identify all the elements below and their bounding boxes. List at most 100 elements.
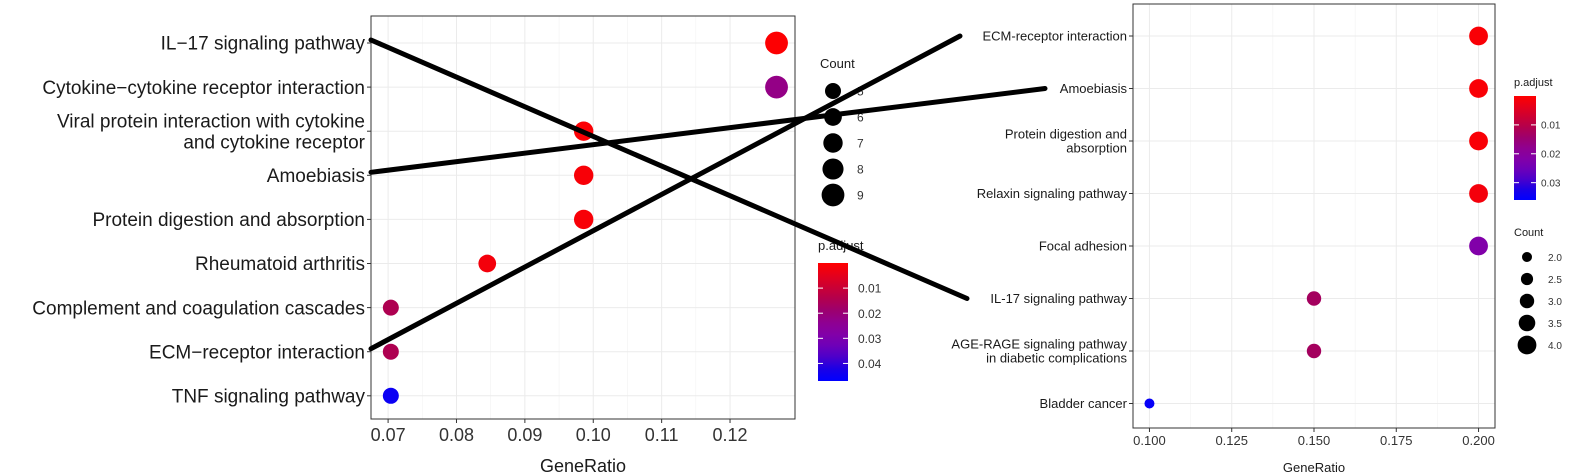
data-point <box>1469 184 1488 203</box>
count-legend-key <box>1518 314 1536 332</box>
y-tick-label-line: ECM-receptor interaction <box>983 29 1128 44</box>
x-tick-label: 0.12 <box>713 425 748 445</box>
y-tick-label-line: in diabetic complications <box>986 351 1127 366</box>
color-legend-bar <box>1514 96 1536 200</box>
count-legend-label: 4.0 <box>1548 341 1562 352</box>
color-legend-label: 0.01 <box>1541 121 1561 132</box>
count-legend-label: 3.5 <box>1548 319 1562 330</box>
y-tick-label: AGE-RAGE signaling pathway in diabetic co… <box>951 336 1127 365</box>
x-tick-label: 0.09 <box>507 425 542 445</box>
data-point <box>1306 343 1322 359</box>
connector-lines <box>368 33 1048 352</box>
x-tick-label: 0.125 <box>1215 433 1248 448</box>
connector-line <box>368 33 963 352</box>
y-tick-label-line: Viral protein interaction with cytokine <box>57 111 365 132</box>
y-tick-label: Viral protein interaction with cytokine a… <box>57 111 366 153</box>
color-legend-title: p.adjust <box>1514 77 1553 89</box>
x-axis-title: GeneRatio <box>540 456 626 476</box>
color-legend-label: 0.02 <box>858 307 882 321</box>
count-legend-key <box>1522 252 1532 262</box>
count-legend-label: 7 <box>857 137 864 151</box>
data-point <box>1469 26 1488 46</box>
y-tick-label: Complement and coagulation cascades <box>32 298 365 319</box>
y-tick-label-line: Amoebiasis <box>1060 81 1128 96</box>
data-point <box>765 31 788 55</box>
count-legend-label: 2.5 <box>1548 275 1562 286</box>
y-tick-label: IL-17 signaling pathway <box>990 291 1127 306</box>
count-legend-key <box>1520 272 1534 286</box>
y-tick-label-line: Focal adhesion <box>1039 239 1127 254</box>
y-tick-label-line: Protein digestion and <box>1005 126 1127 141</box>
data-point <box>765 75 788 99</box>
data-point <box>573 165 594 185</box>
x-tick-label: 0.175 <box>1380 433 1413 448</box>
y-tick-label-line: absorption <box>1066 141 1127 156</box>
y-tick-label: Amoebiasis <box>267 166 365 187</box>
data-point <box>382 299 399 316</box>
y-tick-label-line: TNF signaling pathway <box>172 386 366 407</box>
count-legend-key <box>1517 335 1537 355</box>
x-tick-label: 0.10 <box>576 425 611 445</box>
count-legend-label: 8 <box>857 163 864 177</box>
color-legend-label: 0.04 <box>858 357 882 371</box>
y-tick-label: Protein digestion and absorption <box>1005 126 1127 155</box>
left-dot-plot: IL−17 signaling pathway Cytokine−cytokine… <box>32 15 882 476</box>
x-axis-title: GeneRatio <box>1283 460 1345 475</box>
x-tick-label: 0.100 <box>1133 433 1166 448</box>
x-tick-label: 0.08 <box>439 425 474 445</box>
count-legend-key <box>825 83 841 99</box>
connector-line <box>368 86 1048 175</box>
y-tick-label: TNF signaling pathway <box>172 386 366 407</box>
y-tick-label-line: Protein digestion and absorption <box>92 210 365 231</box>
plot-border <box>370 15 796 420</box>
data-point <box>1306 291 1322 306</box>
connector-line <box>368 37 970 301</box>
x-tick-label: 0.07 <box>371 425 406 445</box>
x-tick-label: 0.200 <box>1462 433 1495 448</box>
data-point <box>1469 79 1488 98</box>
data-point <box>1469 131 1488 151</box>
y-tick-label-line: Complement and coagulation cascades <box>32 298 365 319</box>
count-legend-key <box>823 133 843 153</box>
count-legend-label: 9 <box>857 189 864 203</box>
count-legend-title: Count <box>1514 227 1543 239</box>
y-tick-label-line: Bladder cancer <box>1040 396 1128 411</box>
data-point <box>573 209 594 230</box>
color-legend-label: 0.01 <box>858 282 882 296</box>
count-legend-key <box>1519 293 1535 309</box>
data-point <box>1469 236 1488 256</box>
y-tick-label: ECM−receptor interaction <box>149 342 365 363</box>
y-tick-label-line: Cytokine−cytokine receptor interaction <box>42 78 365 99</box>
y-tick-label-line: AGE-RAGE signaling pathway <box>951 336 1127 351</box>
y-tick-label: Bladder cancer <box>1040 396 1128 411</box>
count-legend-label: 3.0 <box>1548 297 1562 308</box>
y-tick-label-line: and cytokine receptor <box>183 132 365 153</box>
right-dot-plot: ECM-receptor interaction Amoebiasis Protei… <box>951 3 1562 475</box>
x-tick-label: 0.150 <box>1298 433 1331 448</box>
y-tick-label: Focal adhesion <box>1039 239 1127 254</box>
y-tick-label: ECM-receptor interaction <box>983 29 1128 44</box>
y-tick-label-line: IL−17 signaling pathway <box>161 34 366 55</box>
x-tick-label: 0.11 <box>645 425 679 445</box>
y-tick-label-line: Relaxin signaling pathway <box>977 186 1128 201</box>
count-legend-key <box>821 183 845 207</box>
data-point <box>382 343 399 360</box>
data-point <box>478 254 497 273</box>
y-tick-label: Amoebiasis <box>1060 81 1128 96</box>
count-legend-label: 6 <box>857 111 864 125</box>
count-legend-title: Count <box>820 56 855 71</box>
data-point <box>382 387 399 404</box>
y-tick-label: Relaxin signaling pathway <box>977 186 1128 201</box>
y-tick-label: Protein digestion and absorption <box>92 210 365 231</box>
color-legend-label: 0.03 <box>1541 179 1561 190</box>
color-legend-label: 0.02 <box>1541 150 1561 161</box>
count-legend-key <box>822 158 844 180</box>
color-legend-label: 0.03 <box>858 332 882 346</box>
y-tick-label-line: Amoebiasis <box>267 166 365 187</box>
color-legend-bar <box>818 263 848 381</box>
y-tick-label: IL−17 signaling pathway <box>161 34 366 55</box>
count-legend-label: 2.0 <box>1548 253 1562 264</box>
y-tick-label: Rheumatoid arthritis <box>195 254 365 275</box>
data-point <box>1144 398 1155 409</box>
